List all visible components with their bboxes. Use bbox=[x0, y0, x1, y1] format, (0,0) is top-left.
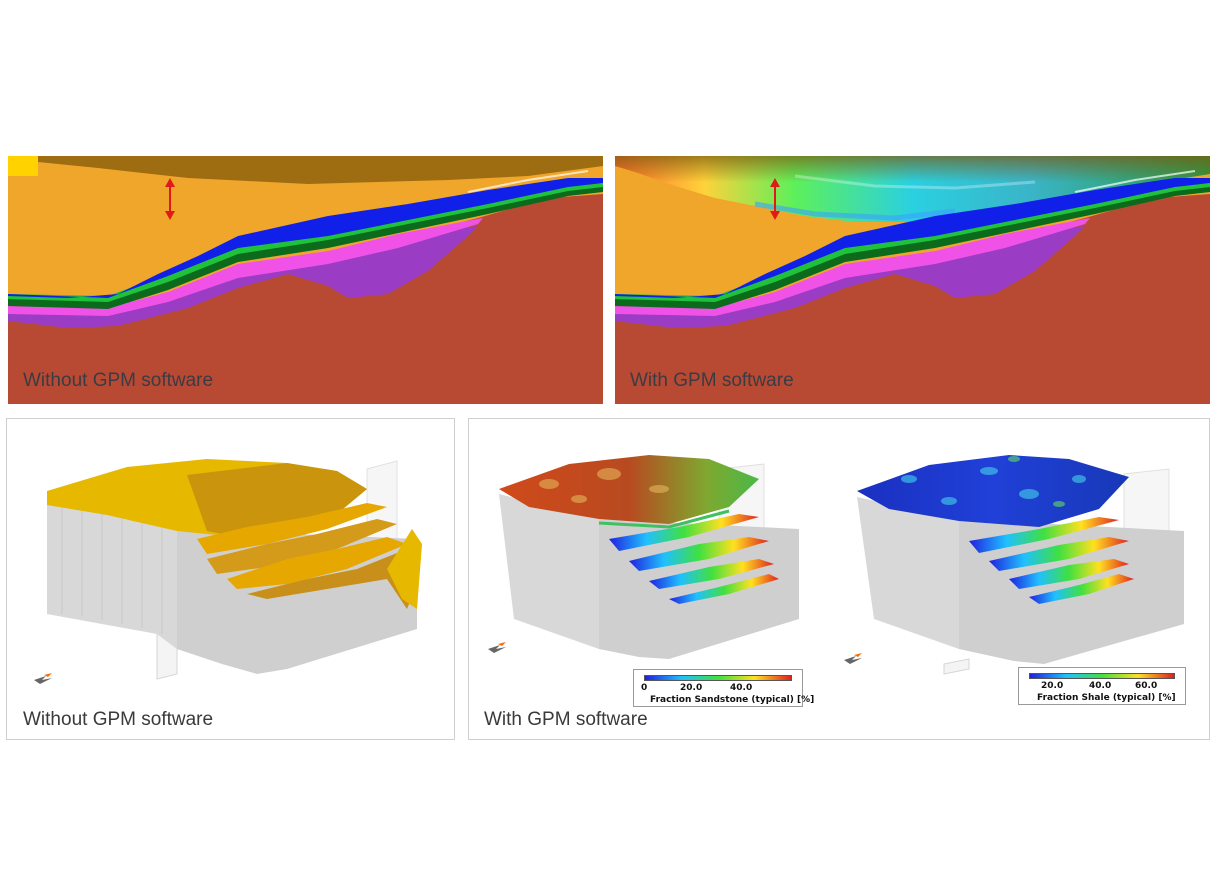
legend-tick: 20.0 bbox=[1041, 681, 1064, 691]
sandstone-color-legend: 0 20.0 40.0 Fraction Sandstone (typical)… bbox=[633, 669, 814, 707]
legend-tick: 40.0 bbox=[730, 683, 753, 693]
sandstone-colorbar bbox=[644, 675, 792, 681]
shale-colorbar bbox=[1029, 673, 1175, 679]
thickness-arrow-icon bbox=[165, 178, 175, 220]
legend-tick: 40.0 bbox=[1089, 681, 1112, 691]
caption-top-right: With GPM software bbox=[630, 370, 794, 391]
caption-bottom-right: With GPM software bbox=[484, 709, 648, 730]
cross-section-with-gpm-graphic bbox=[615, 156, 1210, 404]
legend-tick: 0 bbox=[641, 683, 648, 693]
caption-bottom-left: Without GPM software bbox=[23, 709, 214, 730]
axis-orientation-icon bbox=[34, 673, 52, 684]
thickness-arrow-icon bbox=[770, 178, 780, 220]
legend-title: Fraction Sandstone (typical) [%] bbox=[650, 695, 815, 705]
block-model-without-gpm: Without GPM software bbox=[6, 418, 455, 740]
axis-orientation-icon bbox=[488, 642, 506, 653]
legend-tick: 60.0 bbox=[1135, 681, 1158, 691]
legend-title: Fraction Shale (typical) [%] bbox=[1037, 693, 1176, 703]
cross-section-without-gpm-graphic bbox=[8, 156, 603, 404]
block-model-without-gpm-graphic bbox=[47, 459, 422, 680]
caption-top-left: Without GPM software bbox=[23, 370, 214, 391]
shale-block bbox=[857, 455, 1184, 675]
shale-color-legend: 20.0 40.0 60.0 Fraction Shale (typical) … bbox=[1018, 667, 1186, 705]
block-model-with-gpm-graphic bbox=[499, 455, 1184, 675]
block-model-with-gpm: 0 20.0 40.0 Fraction Sandstone (typical)… bbox=[468, 418, 1210, 740]
cross-section-with-gpm: With GPM software bbox=[615, 156, 1210, 404]
sandstone-block bbox=[499, 455, 799, 659]
axis-orientation-icon bbox=[844, 653, 862, 664]
cross-section-without-gpm: Without GPM software bbox=[8, 156, 603, 404]
legend-tick: 20.0 bbox=[680, 683, 703, 693]
